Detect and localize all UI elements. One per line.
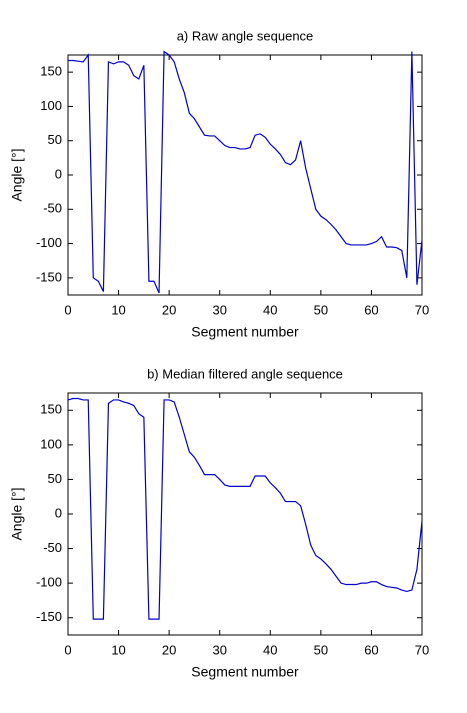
y-tick-label: 100 xyxy=(40,436,62,451)
y-tick-label: 150 xyxy=(40,64,62,79)
x-tick-label: 60 xyxy=(364,302,378,317)
y-axis-label: Angle [°] xyxy=(9,148,25,201)
x-tick-label: 50 xyxy=(314,302,328,317)
subplot: a) Raw angle sequence Segment number Angle… xyxy=(9,28,430,339)
x-tick-label: 20 xyxy=(162,642,176,657)
y-tick-label: -150 xyxy=(36,269,62,284)
y-tick-label: -50 xyxy=(43,540,62,555)
x-axis-label: Segment number xyxy=(191,324,299,340)
chart-title: b) Median filtered angle sequence xyxy=(147,366,343,381)
y-tick-label: 150 xyxy=(40,402,62,417)
y-tick-label: 50 xyxy=(48,132,62,147)
y-tick-label: 0 xyxy=(55,505,62,520)
y-tick-label: -50 xyxy=(43,201,62,216)
x-tick-label: 70 xyxy=(415,302,429,317)
x-tick-label: 0 xyxy=(64,642,71,657)
y-tick-label: 100 xyxy=(40,98,62,113)
y-tick-label: -150 xyxy=(36,609,62,624)
x-tick-label: 0 xyxy=(64,302,71,317)
x-tick-label: 20 xyxy=(162,302,176,317)
x-axis-label: Segment number xyxy=(191,664,299,680)
y-axis-label: Angle [°] xyxy=(9,487,25,540)
x-tick-label: 30 xyxy=(212,302,226,317)
y-tick-label: -100 xyxy=(36,575,62,590)
subplot: b) Median filtered angle sequence Segment… xyxy=(9,366,430,679)
x-tick-label: 30 xyxy=(212,642,226,657)
x-tick-label: 40 xyxy=(263,302,277,317)
plot-area xyxy=(67,54,423,296)
y-tick-label: 50 xyxy=(48,471,62,486)
y-tick-label: -100 xyxy=(36,235,62,250)
plot-area xyxy=(67,392,423,636)
data-line xyxy=(67,397,423,620)
x-tick-label: 50 xyxy=(314,642,328,657)
x-tick-label: 70 xyxy=(415,642,429,657)
x-tick-label: 10 xyxy=(111,302,125,317)
data-line xyxy=(68,50,423,294)
x-tick-label: 10 xyxy=(111,642,125,657)
x-tick-label: 40 xyxy=(263,642,277,657)
x-tick-label: 60 xyxy=(364,642,378,657)
y-tick-label: 0 xyxy=(55,166,62,181)
chart-title: a) Raw angle sequence xyxy=(177,28,314,43)
